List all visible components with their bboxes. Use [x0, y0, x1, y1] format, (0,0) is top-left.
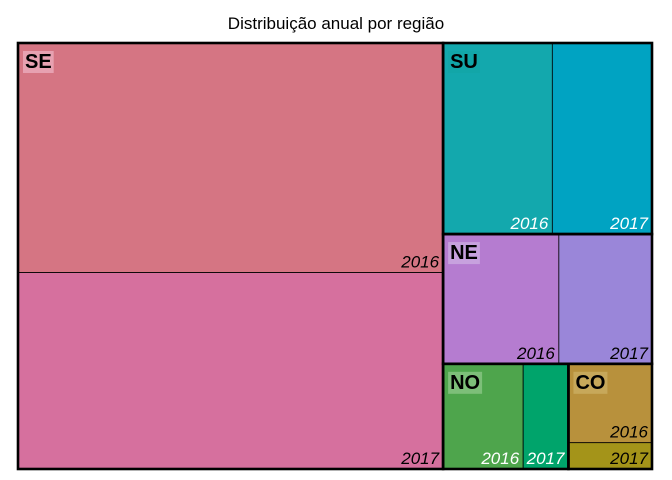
group-label-co: CO	[575, 372, 605, 394]
group-label-bg-su	[448, 51, 480, 73]
group-label-bg-ne	[448, 242, 480, 265]
treemap-cell-se-2016	[17, 42, 444, 273]
group-label-su: SU	[450, 51, 478, 73]
leaf-label-su-2016: 2016	[510, 214, 549, 233]
treemap-cell-co-2017	[568, 442, 653, 470]
group-label-bg-no	[448, 371, 483, 394]
group-label-bg-se	[23, 51, 54, 73]
leaf-label-se-2017: 2017	[400, 449, 439, 468]
leaf-label-su-2017: 2017	[609, 214, 648, 233]
treemap-cell-se-2017	[17, 272, 444, 470]
chart-title: Distribuição anual por região	[227, 14, 445, 33]
group-label-ne: NE	[450, 242, 478, 264]
treemap-group-co	[567, 362, 654, 471]
treemap-cell-su-2017	[551, 42, 653, 235]
leaf-label-co-2017: 2017	[609, 449, 648, 468]
leaf-label-co-2016: 2016	[609, 423, 648, 442]
group-label-no: NO	[450, 372, 480, 394]
leaf-label-se-2016: 2016	[400, 253, 439, 272]
group-label-bg-co	[573, 371, 608, 394]
group-label-se: SE	[25, 51, 52, 73]
leaf-label-ne-2017: 2017	[609, 344, 648, 363]
leaf-label-no-2016: 2016	[480, 449, 519, 468]
leaf-label-no-2017: 2017	[526, 449, 565, 468]
leaf-label-ne-2016: 2016	[516, 344, 555, 363]
